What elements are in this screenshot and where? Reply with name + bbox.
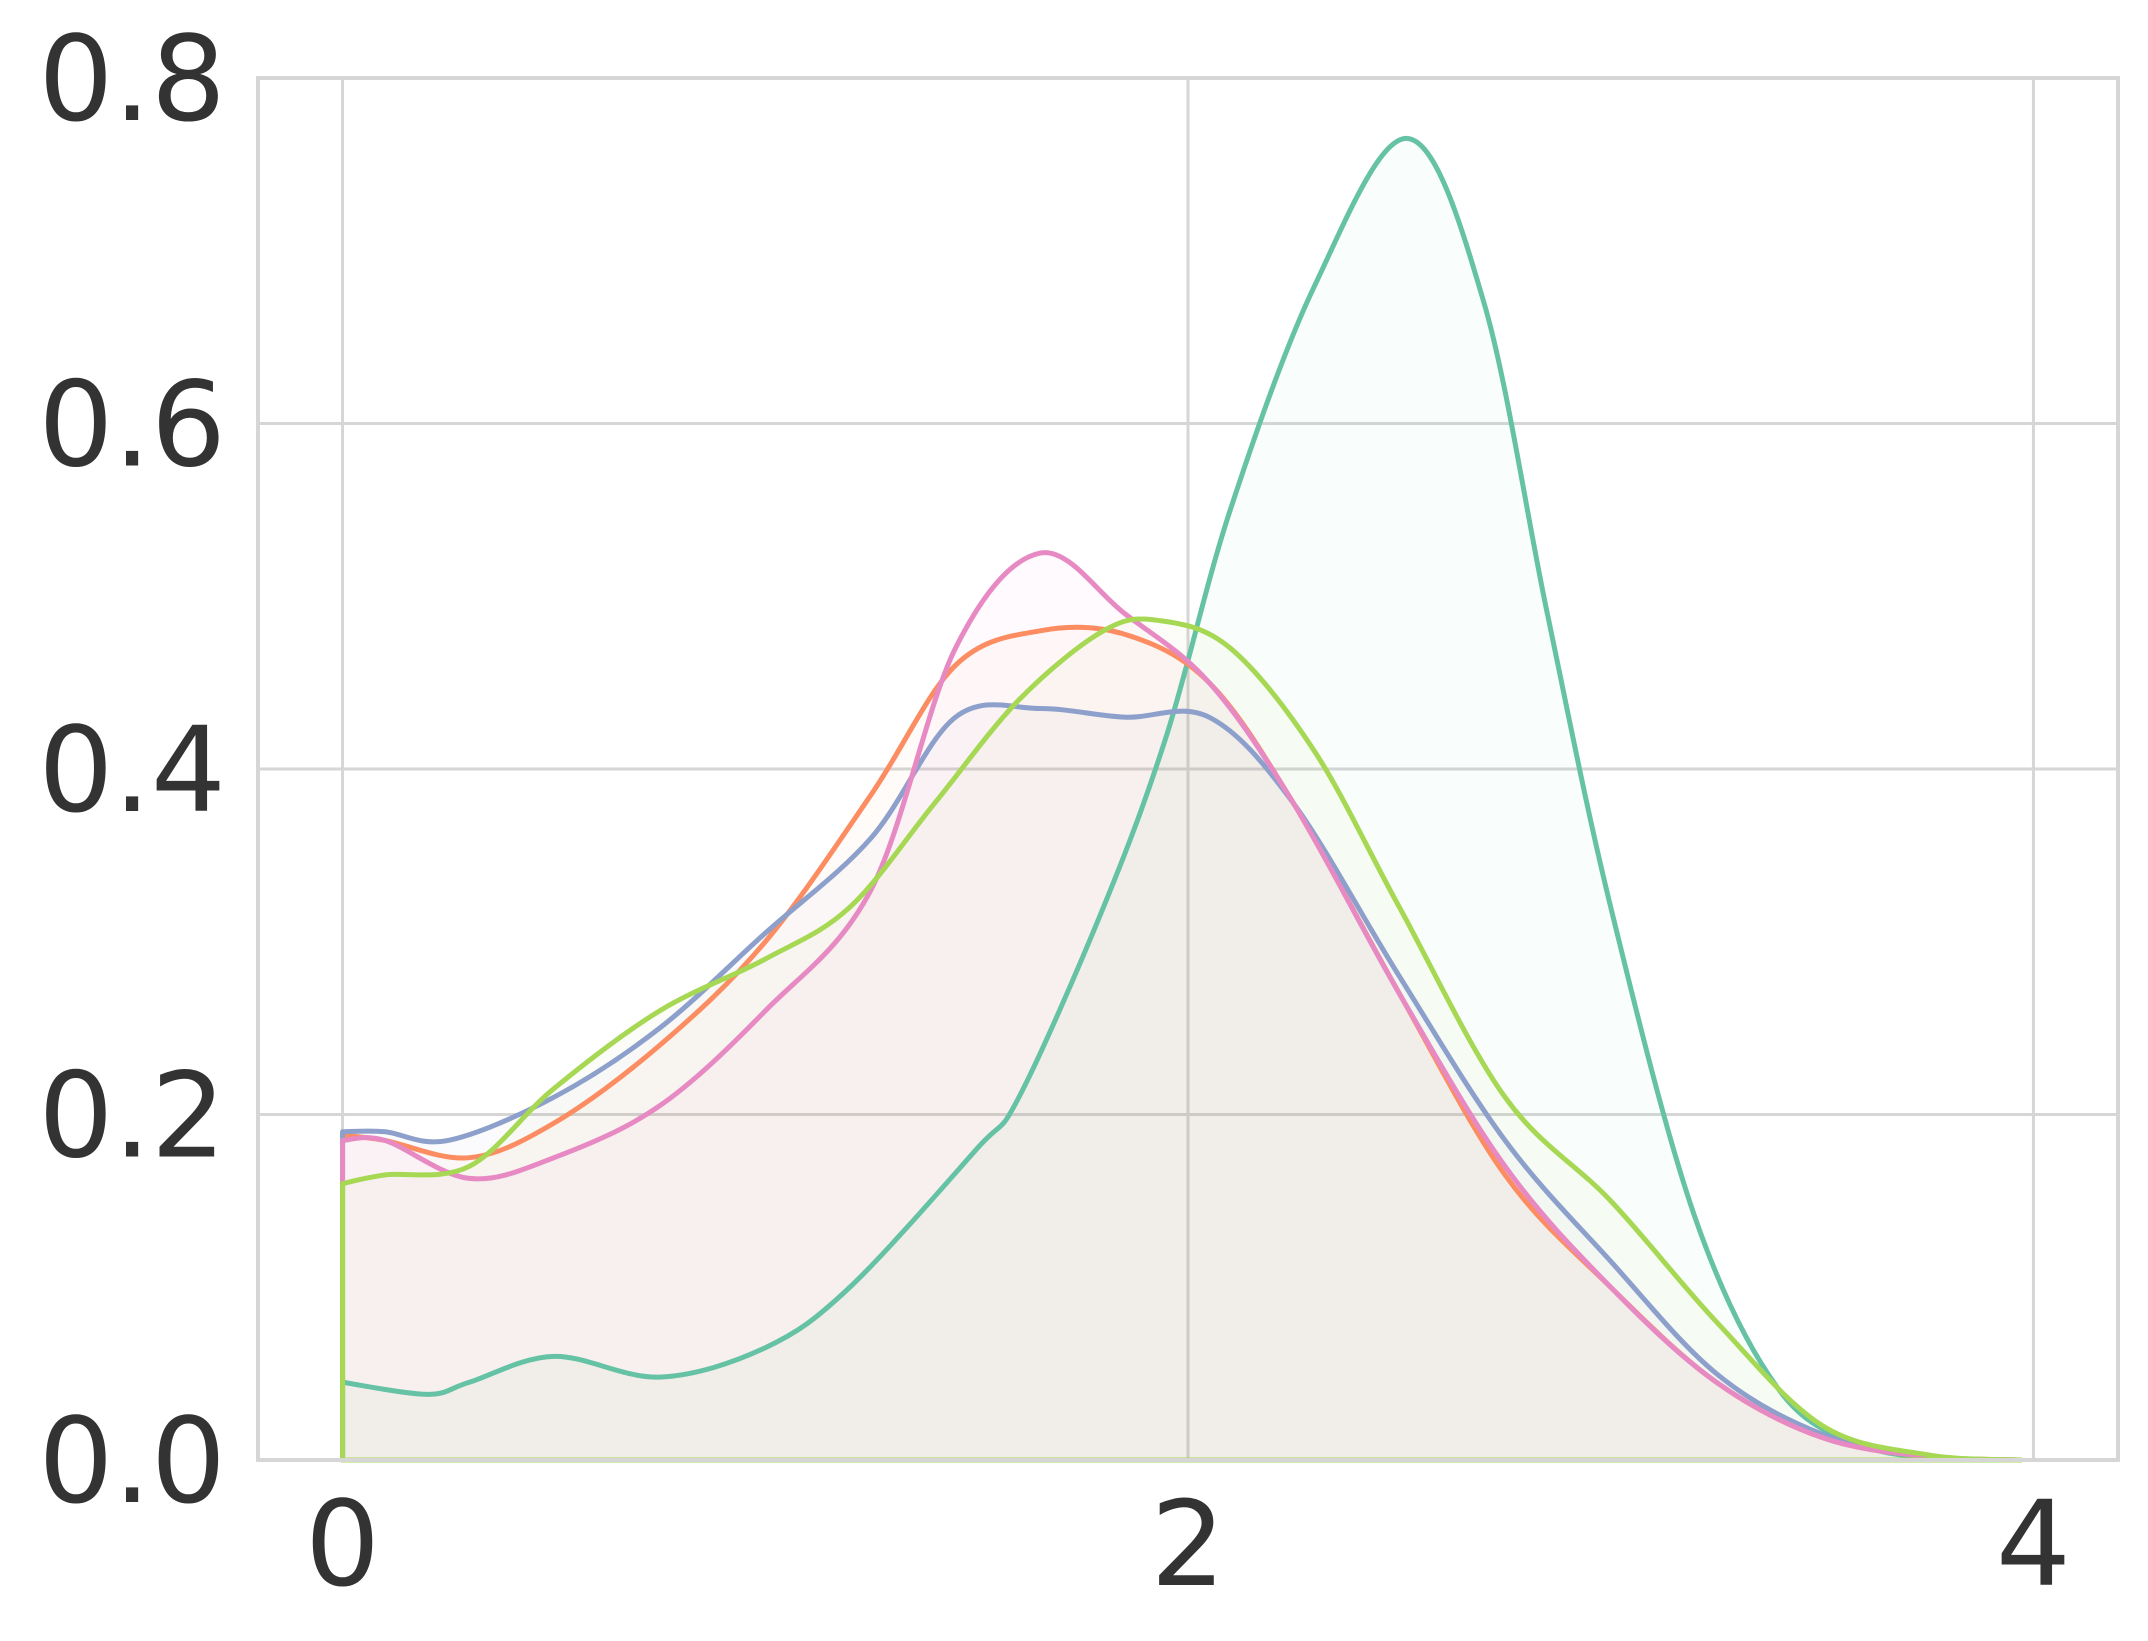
y-tick-label: 0.6 xyxy=(38,356,226,494)
y-tick-label: 0.8 xyxy=(38,10,226,148)
y-tick-label: 0.2 xyxy=(38,1047,226,1185)
series-3-area xyxy=(342,704,2021,1460)
series-lines xyxy=(340,135,2024,1463)
series-4-line xyxy=(340,550,2024,1463)
series-1-line xyxy=(340,135,2024,1463)
y-tick-label: 0.0 xyxy=(38,1392,226,1530)
plot-frame xyxy=(256,76,2120,1462)
series-2-area xyxy=(342,627,2021,1460)
area-fills xyxy=(342,138,2021,1460)
x-tick-label: 0 xyxy=(305,1475,380,1613)
y-tick-label: 0.4 xyxy=(38,701,226,839)
tick-labels: 0 2 4 0.0 0.2 0.4 0.6 0.8 xyxy=(38,10,2071,1613)
series-5-line xyxy=(340,616,2024,1463)
series-4-area xyxy=(342,552,2021,1460)
x-tick-label: 4 xyxy=(1996,1475,2071,1613)
x-tick-label: 2 xyxy=(1150,1475,1225,1613)
series-1-area xyxy=(342,138,2021,1460)
series-5-area xyxy=(342,618,2021,1460)
series-3-line xyxy=(340,702,2024,1463)
